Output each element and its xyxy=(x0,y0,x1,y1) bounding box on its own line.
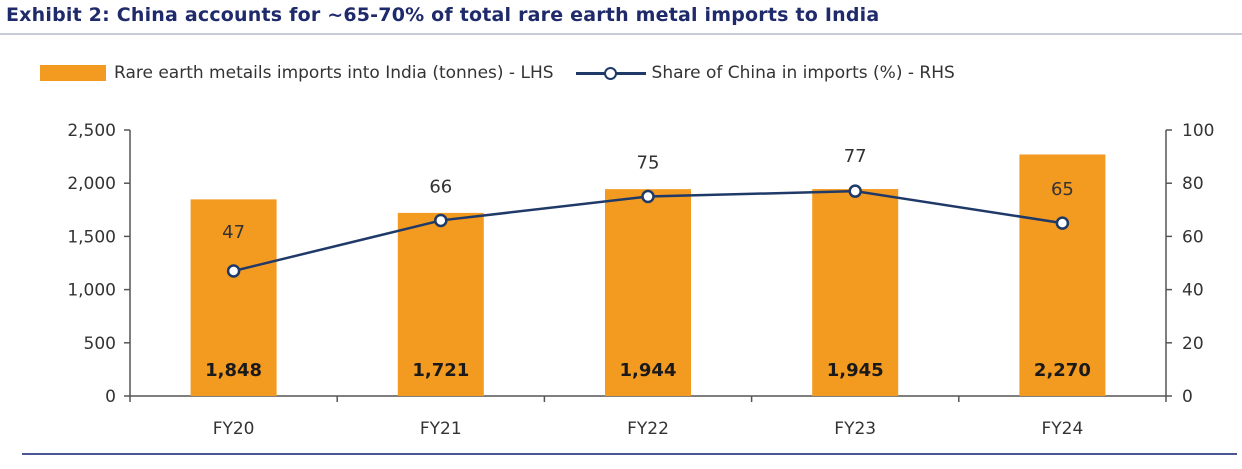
left-tick-label: 1,500 xyxy=(67,227,116,247)
right-tick-label: 0 xyxy=(1182,387,1193,407)
bar-value-label: 1,944 xyxy=(620,360,677,381)
share-point xyxy=(641,189,655,204)
x-tick-label: FY23 xyxy=(834,419,876,439)
legend-bar-swatch xyxy=(40,65,106,81)
left-tick-label: 2,000 xyxy=(67,174,116,194)
share-point xyxy=(1055,216,1070,230)
x-tick-label: FY21 xyxy=(420,419,462,439)
bar-value-label: 1,721 xyxy=(412,360,469,381)
top-divider xyxy=(0,33,1242,35)
x-tick-label: FY22 xyxy=(627,419,669,439)
right-tick-label: 40 xyxy=(1182,281,1204,301)
bar-value-label: 2,270 xyxy=(1034,360,1091,381)
share-value-label: 66 xyxy=(429,176,452,197)
bottom-divider xyxy=(22,453,1237,455)
share-value-label: 77 xyxy=(844,146,867,167)
bar xyxy=(397,212,484,396)
bar xyxy=(190,199,277,396)
share-value-label: 65 xyxy=(1051,179,1074,200)
right-tick-label: 80 xyxy=(1182,174,1204,194)
share-point xyxy=(848,184,862,198)
x-tick-label: FY20 xyxy=(213,419,255,439)
right-tick-label: 100 xyxy=(1182,121,1214,141)
right-tick-label: 60 xyxy=(1182,227,1204,247)
bar-value-label: 1,848 xyxy=(205,360,262,381)
left-tick-label: 0 xyxy=(105,387,116,407)
x-tick-label: FY24 xyxy=(1042,419,1084,439)
legend-line-swatch xyxy=(575,65,646,81)
chart-title: Exhibit 2: China accounts for ~65-70% of… xyxy=(6,4,880,26)
share-point xyxy=(226,264,241,278)
left-tick-label: 2,500 xyxy=(67,121,116,141)
legend: Rare earth metails imports into India (t… xyxy=(40,58,955,88)
bar xyxy=(812,189,899,396)
left-tick-label: 500 xyxy=(84,334,116,354)
legend-line-label: Share of China in imports (%) - RHS xyxy=(651,63,955,83)
share-point xyxy=(434,213,448,228)
bar xyxy=(605,189,691,396)
share-value-label: 47 xyxy=(222,222,245,243)
legend-bar-label: Rare earth metails imports into India (t… xyxy=(114,63,554,83)
bar-value-label: 1,945 xyxy=(827,360,884,381)
bar xyxy=(1019,154,1106,396)
left-tick-label: 1,000 xyxy=(67,281,116,301)
share-value-label: 75 xyxy=(637,153,660,174)
right-tick-label: 20 xyxy=(1182,334,1204,354)
